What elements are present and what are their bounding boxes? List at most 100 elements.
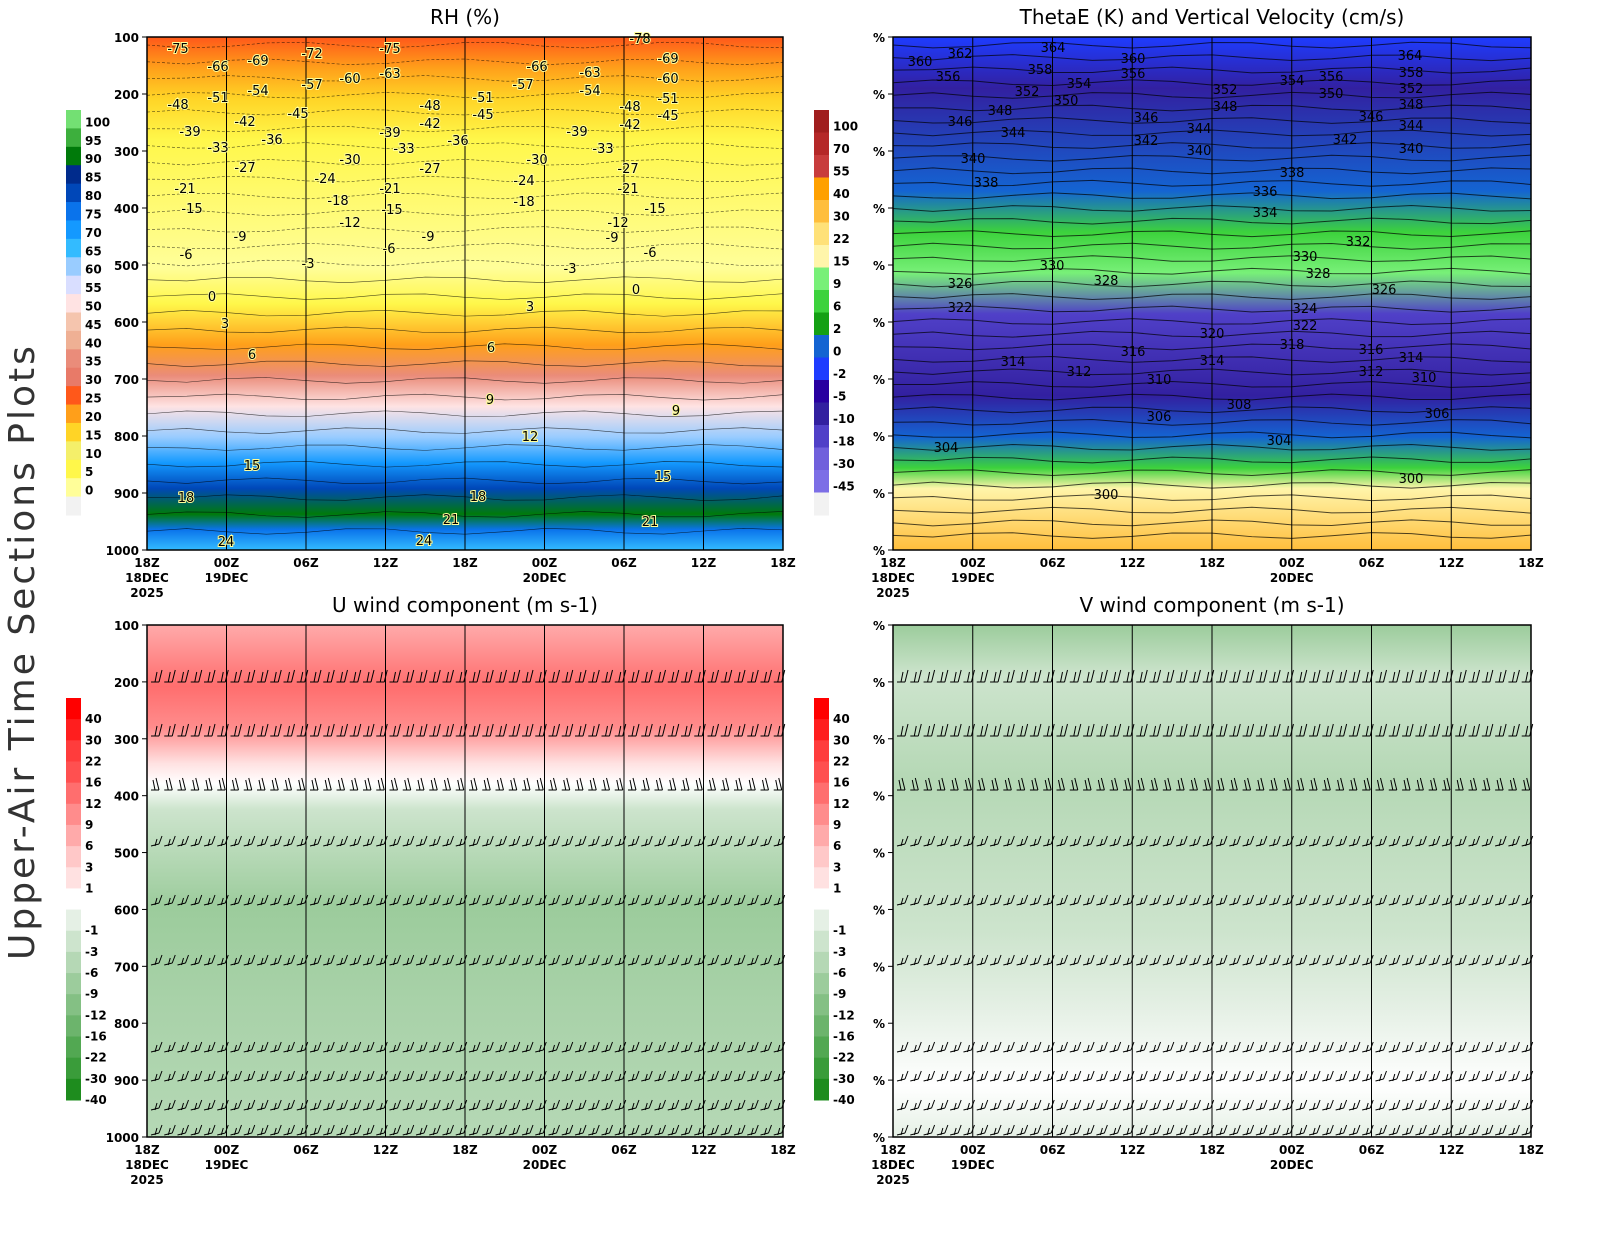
wind-barb [1415, 669, 1427, 683]
y-tick-label: % [873, 373, 885, 387]
wind-barb [323, 723, 335, 737]
wind-barb [1109, 1070, 1122, 1082]
wind-barb [601, 894, 613, 906]
colorbar-swatch [814, 761, 829, 784]
wind-barb [897, 723, 909, 737]
wind-barb [164, 835, 176, 847]
wind-barb [1229, 777, 1238, 791]
colorbar-label: 30 [85, 373, 102, 387]
wind-barb [482, 894, 494, 906]
colorbar-swatch [814, 719, 829, 741]
wind-barb [1176, 669, 1188, 683]
colorbar-swatch [814, 867, 829, 889]
wind-barb [733, 1041, 746, 1053]
wind-barb [627, 894, 640, 906]
wind-barb [1481, 1041, 1494, 1053]
wind-barb [1096, 894, 1108, 906]
wind-barb [923, 894, 936, 906]
wind-barb [362, 835, 375, 847]
contour-label: -69 [247, 54, 268, 69]
colorbar-swatch [66, 1036, 81, 1059]
wind-barb [1402, 777, 1411, 791]
wind-barb [521, 1099, 534, 1111]
wind-barb [482, 1124, 494, 1136]
wind-barb [733, 835, 746, 847]
wind-barb [217, 1041, 229, 1053]
wind-barb [897, 777, 906, 791]
wind-barb-row [150, 954, 786, 966]
contour-label: -27 [234, 161, 255, 176]
wind-barb [1043, 1070, 1055, 1082]
wind-barb [190, 894, 203, 906]
wind-barb [627, 1099, 640, 1111]
plot-frame [146, 624, 784, 1138]
wind-barb [1468, 1041, 1481, 1053]
wind-barb [1308, 1070, 1321, 1082]
panel-title: RH (%) [430, 5, 500, 29]
wind-barb [309, 1041, 322, 1053]
wind-barb [1335, 954, 1348, 966]
wind-barb [1348, 835, 1361, 847]
wind-barb [1468, 1070, 1481, 1082]
wind-barb [230, 954, 242, 966]
wind-barb [508, 669, 521, 683]
wind-barb [561, 1124, 574, 1136]
wind-barb [641, 723, 653, 737]
wind-barb [1401, 1041, 1414, 1053]
wind-barb [1455, 723, 1467, 737]
wind-barb [336, 954, 348, 966]
wind-barb [349, 1041, 362, 1053]
wind-barb [1215, 894, 1228, 906]
wind-barb [936, 835, 949, 847]
colorbar-swatch [66, 803, 81, 826]
wind-barb [389, 1124, 401, 1136]
colorbar-label: 45 [85, 318, 102, 332]
colorbar-label: 55 [833, 165, 850, 179]
wind-barb [296, 1070, 309, 1082]
wind-barb [1375, 1041, 1387, 1053]
wind-barb [1016, 777, 1026, 791]
y-tick-label: 1000 [106, 1131, 139, 1145]
wind-barb [495, 835, 507, 847]
wind-barb-row [896, 1124, 1534, 1136]
wind-barb [1122, 954, 1135, 966]
wind-barb [1229, 723, 1241, 737]
contour-label: 348 [988, 104, 1013, 119]
wind-barb-row [897, 723, 1534, 737]
wind-barb [1043, 894, 1055, 906]
wind-barb [707, 669, 719, 683]
x-tick-label: 06Z [293, 556, 319, 570]
wind-barb [1428, 835, 1441, 847]
wind-barb [508, 954, 521, 966]
wind-barb [747, 777, 756, 791]
wind-barb [1216, 777, 1225, 791]
wind-barb [1096, 1124, 1108, 1136]
wind-barb [1122, 777, 1132, 791]
wind-barb [1375, 1124, 1387, 1136]
wind-barb [283, 1099, 295, 1111]
contour-label: -63 [379, 67, 400, 82]
wind-barb [1056, 777, 1065, 791]
wind-barb [1136, 1099, 1148, 1111]
contour-label: 340 [1187, 144, 1212, 159]
wind-barb [1415, 954, 1427, 966]
wind-barb [976, 1099, 989, 1111]
wind-barb [150, 954, 163, 966]
wind-barb [1495, 954, 1507, 966]
wind-barb [495, 777, 504, 791]
colorbar-label: 30 [85, 733, 102, 747]
wind-barb [963, 1124, 975, 1136]
x-tick-label: 00Z [960, 556, 986, 570]
wind-barb [1362, 954, 1374, 966]
wind-barb [989, 835, 1002, 847]
wind-barb [1495, 1124, 1507, 1136]
wind-barb [923, 777, 933, 791]
contour-label: 342 [1134, 134, 1159, 149]
colorbar-swatch [66, 330, 81, 350]
contour-label: 326 [1372, 283, 1397, 298]
contour-label: 316 [1121, 345, 1146, 360]
y-tick-label: % [873, 733, 885, 747]
y-tick-label: % [873, 316, 885, 330]
wind-barb [296, 777, 306, 791]
